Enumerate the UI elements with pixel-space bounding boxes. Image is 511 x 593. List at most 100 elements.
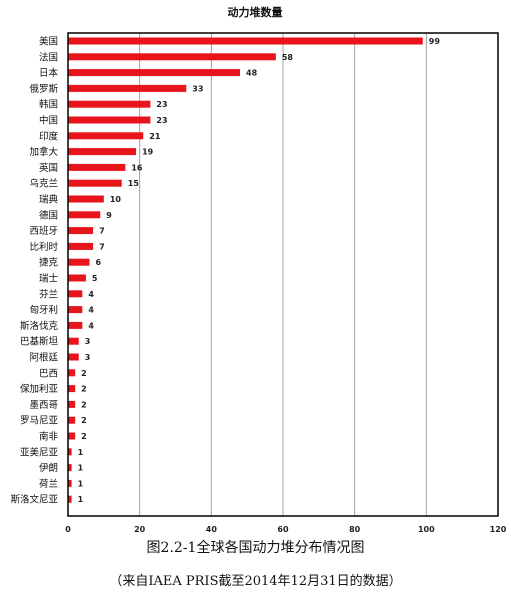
category-label: 俄罗斯 — [29, 83, 58, 95]
x-tick-label: 100 — [418, 525, 435, 534]
data-label: 2 — [81, 432, 87, 441]
bar — [68, 464, 72, 472]
bar — [68, 100, 151, 108]
data-label: 58 — [282, 53, 294, 62]
category-label: 瑞士 — [39, 273, 59, 285]
category-label: 伊朗 — [39, 462, 58, 474]
data-label: 23 — [156, 100, 167, 109]
figure-caption: 图2.2-1全球各国动力堆分布情况图 — [146, 540, 365, 556]
plot-frame — [67, 32, 499, 517]
category-label: 英国 — [39, 162, 58, 174]
x-tick-label: 40 — [206, 525, 218, 534]
bar — [68, 400, 76, 408]
category-label: 芬兰 — [39, 288, 58, 300]
bar — [68, 337, 79, 345]
data-label: 15 — [128, 179, 140, 188]
category-label: 西班牙 — [29, 225, 58, 237]
bar — [68, 242, 94, 250]
data-label: 16 — [131, 163, 143, 172]
category-label: 美国 — [39, 36, 58, 48]
category-label: 乌克兰 — [29, 178, 58, 190]
bar — [68, 195, 104, 203]
data-label: 19 — [142, 148, 154, 157]
bar — [68, 306, 83, 314]
bar — [68, 69, 240, 77]
bar — [68, 132, 144, 140]
x-axis-ticks: 0 20 40 60 80 100 120 — [65, 525, 507, 534]
data-label: 48 — [246, 69, 258, 78]
data-label: 2 — [81, 369, 87, 378]
data-label: 9 — [106, 211, 112, 220]
chart: 动力堆数量 美国法国日本俄罗斯韩国中国印度加拿大英国乌克兰瑞典德国西班牙比利时捷… — [10, 5, 507, 534]
data-label: 23 — [156, 116, 167, 125]
bar — [68, 37, 423, 45]
data-label: 99 — [429, 37, 441, 46]
bar — [68, 274, 86, 282]
category-label: 捷克 — [39, 257, 59, 269]
category-label: 匈牙利 — [29, 304, 58, 316]
chart-title: 动力堆数量 — [228, 5, 283, 19]
category-label: 中国 — [39, 115, 58, 127]
category-label: 南非 — [39, 431, 59, 443]
bar — [68, 116, 151, 124]
bar — [68, 53, 276, 61]
category-label: 法国 — [39, 51, 58, 63]
bar — [68, 290, 83, 298]
bar — [68, 148, 137, 156]
category-label: 瑞典 — [39, 194, 59, 206]
bar — [68, 227, 94, 235]
category-label: 加拿大 — [29, 146, 58, 158]
category-label: 阿根廷 — [29, 352, 58, 364]
bar — [68, 163, 126, 171]
category-label: 巴基斯坦 — [20, 336, 59, 348]
bar — [68, 495, 72, 503]
bar — [68, 369, 76, 377]
x-tick-label: 20 — [134, 525, 146, 534]
data-label: 7 — [99, 242, 105, 251]
x-tick-label: 0 — [65, 525, 71, 534]
category-label: 印度 — [39, 130, 59, 142]
data-labels: 9958483323232119161510977654443322222111… — [78, 37, 441, 504]
data-label: 3 — [85, 337, 91, 346]
data-label: 4 — [88, 306, 94, 315]
category-label: 斯洛文尼亚 — [10, 494, 58, 506]
x-tick-label: 120 — [490, 525, 507, 534]
data-label: 7 — [99, 227, 105, 236]
bar — [68, 84, 187, 92]
category-labels: 美国法国日本俄罗斯韩国中国印度加拿大英国乌克兰瑞典德国西班牙比利时捷克瑞士芬兰匈… — [10, 36, 58, 506]
bar — [68, 353, 79, 361]
data-label: 1 — [78, 464, 84, 473]
category-label: 韩国 — [39, 99, 58, 111]
category-label: 罗马尼亚 — [20, 416, 59, 427]
category-label: 斯洛伐克 — [20, 320, 59, 332]
data-label: 10 — [110, 195, 122, 204]
bar — [68, 258, 90, 266]
data-label: 3 — [85, 353, 91, 362]
category-label: 比利时 — [29, 241, 58, 253]
bar — [68, 416, 76, 424]
bar — [68, 385, 76, 393]
bar — [68, 432, 76, 440]
bar — [68, 479, 72, 487]
source-note: （来自IAEA PRIS截至2014年12月31日的数据） — [109, 574, 402, 589]
data-label: 4 — [88, 290, 94, 299]
category-label: 德国 — [39, 209, 58, 221]
bar — [68, 321, 83, 329]
category-label: 保加利亚 — [20, 383, 59, 395]
data-label: 2 — [81, 416, 87, 425]
x-tick-label: 80 — [349, 525, 361, 534]
bars — [68, 37, 423, 503]
category-label: 亚美尼亚 — [20, 446, 59, 458]
category-label: 日本 — [39, 67, 59, 79]
data-label: 33 — [192, 84, 203, 93]
data-label: 1 — [78, 495, 84, 504]
bar — [68, 211, 101, 219]
x-tick-label: 60 — [277, 525, 289, 534]
gridlines — [139, 33, 427, 516]
data-label: 6 — [96, 258, 102, 267]
data-label: 1 — [78, 479, 84, 488]
category-label: 巴西 — [39, 368, 58, 379]
bar — [68, 448, 72, 456]
data-label: 5 — [92, 274, 98, 283]
data-label: 21 — [149, 132, 161, 141]
